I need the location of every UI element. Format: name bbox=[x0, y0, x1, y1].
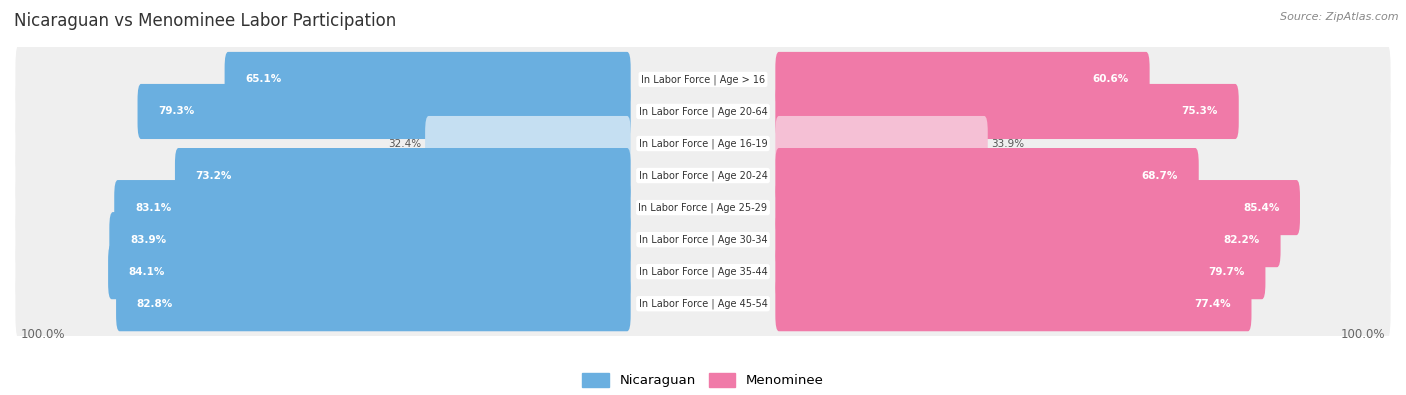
FancyBboxPatch shape bbox=[15, 169, 1391, 246]
FancyBboxPatch shape bbox=[138, 84, 631, 139]
Text: 83.9%: 83.9% bbox=[129, 235, 166, 245]
Text: 84.1%: 84.1% bbox=[129, 267, 165, 276]
Text: 100.0%: 100.0% bbox=[1340, 328, 1385, 341]
Text: 79.7%: 79.7% bbox=[1208, 267, 1244, 276]
Text: In Labor Force | Age 16-19: In Labor Force | Age 16-19 bbox=[638, 138, 768, 149]
Text: 77.4%: 77.4% bbox=[1194, 299, 1230, 309]
Text: In Labor Force | Age 20-24: In Labor Force | Age 20-24 bbox=[638, 170, 768, 181]
Text: In Labor Force | Age 30-34: In Labor Force | Age 30-34 bbox=[638, 234, 768, 245]
FancyBboxPatch shape bbox=[114, 180, 631, 235]
FancyBboxPatch shape bbox=[425, 116, 631, 171]
FancyBboxPatch shape bbox=[110, 212, 631, 267]
FancyBboxPatch shape bbox=[225, 52, 631, 107]
Text: 82.8%: 82.8% bbox=[136, 299, 173, 309]
FancyBboxPatch shape bbox=[775, 52, 1150, 107]
Text: 73.2%: 73.2% bbox=[195, 171, 232, 181]
Text: Nicaraguan vs Menominee Labor Participation: Nicaraguan vs Menominee Labor Participat… bbox=[14, 12, 396, 30]
Text: 32.4%: 32.4% bbox=[388, 139, 422, 149]
FancyBboxPatch shape bbox=[15, 105, 1391, 182]
Text: 100.0%: 100.0% bbox=[21, 328, 66, 341]
FancyBboxPatch shape bbox=[775, 116, 988, 171]
FancyBboxPatch shape bbox=[775, 212, 1281, 267]
FancyBboxPatch shape bbox=[775, 244, 1265, 299]
Text: 75.3%: 75.3% bbox=[1181, 107, 1218, 117]
FancyBboxPatch shape bbox=[775, 84, 1239, 139]
FancyBboxPatch shape bbox=[15, 233, 1391, 310]
FancyBboxPatch shape bbox=[108, 244, 631, 299]
FancyBboxPatch shape bbox=[15, 73, 1391, 150]
FancyBboxPatch shape bbox=[15, 41, 1391, 118]
Text: 85.4%: 85.4% bbox=[1243, 203, 1279, 213]
Text: In Labor Force | Age 45-54: In Labor Force | Age 45-54 bbox=[638, 299, 768, 309]
FancyBboxPatch shape bbox=[775, 148, 1199, 203]
FancyBboxPatch shape bbox=[15, 137, 1391, 214]
Text: 65.1%: 65.1% bbox=[245, 74, 281, 85]
FancyBboxPatch shape bbox=[775, 276, 1251, 331]
FancyBboxPatch shape bbox=[15, 201, 1391, 278]
Text: In Labor Force | Age 35-44: In Labor Force | Age 35-44 bbox=[638, 266, 768, 277]
Text: 83.1%: 83.1% bbox=[135, 203, 172, 213]
FancyBboxPatch shape bbox=[117, 276, 631, 331]
Text: 82.2%: 82.2% bbox=[1223, 235, 1260, 245]
Text: 79.3%: 79.3% bbox=[159, 107, 194, 117]
Text: Source: ZipAtlas.com: Source: ZipAtlas.com bbox=[1281, 12, 1399, 22]
Text: 68.7%: 68.7% bbox=[1142, 171, 1178, 181]
Text: In Labor Force | Age > 16: In Labor Force | Age > 16 bbox=[641, 74, 765, 85]
Legend: Nicaraguan, Menominee: Nicaraguan, Menominee bbox=[576, 368, 830, 393]
FancyBboxPatch shape bbox=[15, 265, 1391, 342]
FancyBboxPatch shape bbox=[775, 180, 1301, 235]
Text: 33.9%: 33.9% bbox=[991, 139, 1025, 149]
Text: In Labor Force | Age 25-29: In Labor Force | Age 25-29 bbox=[638, 202, 768, 213]
FancyBboxPatch shape bbox=[174, 148, 631, 203]
Text: In Labor Force | Age 20-64: In Labor Force | Age 20-64 bbox=[638, 106, 768, 117]
Text: 60.6%: 60.6% bbox=[1092, 74, 1129, 85]
